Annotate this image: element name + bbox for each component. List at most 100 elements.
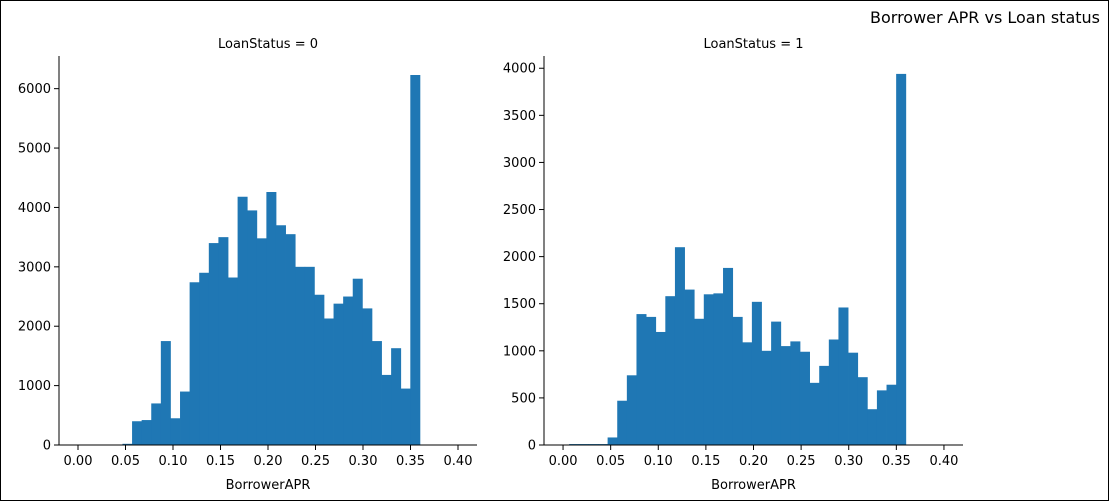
y-tick-label: 2000 [18,320,51,335]
histogram-bar [266,192,277,445]
histogram-bar [838,307,849,445]
histogram-bar [742,342,753,445]
histogram-bar [381,374,392,445]
y-tick-label: 500 [511,391,536,406]
histogram-bar [314,294,325,445]
histogram-bar [723,267,734,445]
panel-0: 0.00 0.05 0.10 0.15 0.20 0.25 0.30 0.35 0.40 0 100… [18,37,477,493]
panel-1: 0.00 0.05 0.10 0.15 0.20 0.25 0.30 0.35 0.40 0 500… [503,37,963,493]
histogram-bar [304,266,315,445]
histogram-bar [780,346,791,445]
histogram-bar [285,234,296,445]
histogram-bar [646,316,657,445]
histogram-bar [410,75,421,445]
y-tick-label: 4000 [18,201,51,216]
histogram-bar [180,391,191,445]
x-tick-label: 0.20 [739,454,768,469]
x-tick-label: 0.40 [929,454,958,469]
x-tick-label: 0.00 [64,454,93,469]
histogram-bar [761,350,772,445]
histogram-bar [896,73,907,446]
histogram-bar [371,341,382,445]
y-tick-label: 1000 [503,344,536,359]
histogram-bar [295,266,306,445]
histogram-bar [799,351,810,445]
histogram-bar [343,296,354,445]
y-tick-label: 6000 [18,82,51,97]
histogram-bar [626,375,637,445]
histogram-bar [848,352,859,445]
y-tick-label: 3500 [503,109,536,124]
panel-title: LoanStatus = 0 [218,37,318,52]
histogram-bar [867,409,878,445]
y-tick-label: 2000 [503,250,536,265]
histogram-bar [151,403,162,445]
histogram-bar [228,277,238,445]
histogram-bar [809,382,820,445]
y-tick-label: 3000 [18,260,51,275]
histogram-bar [674,247,685,445]
histogram-bar [751,301,762,445]
x-tick-label: 0.05 [111,454,140,469]
histogram-bar [684,289,695,445]
histogram-bar [323,318,334,445]
x-tick-label: 0.35 [882,454,911,469]
histogram-bar [189,282,200,445]
x-tick-label: 0.30 [349,454,378,469]
y-tick-label: 0 [528,439,536,454]
y-tick-label: 5000 [18,142,51,157]
x-tick-label: 0.05 [596,454,625,469]
histogram-bar [694,318,705,445]
histogram-bar [732,316,743,445]
histogram-bar [636,314,647,445]
x-tick-label: 0.10 [644,454,673,469]
y-tick-label: 1500 [503,297,536,312]
histogram-bar [199,272,210,445]
panel-title: LoanStatus = 1 [703,37,803,52]
x-tick-label: 0.40 [444,454,473,469]
histogram-bar [703,294,714,445]
figure-suptitle: Borrower APR vs Loan status [870,8,1100,27]
y-tick-label: 3000 [503,156,536,171]
x-tick-label: 0.30 [834,454,863,469]
histogram-bar [237,196,248,445]
histogram-bar [886,384,897,445]
histogram-bar [362,308,373,445]
histogram-bar [333,303,344,445]
histogram-bar [275,225,286,445]
histogram-bar [790,341,801,445]
x-tick-label: 0.10 [159,454,188,469]
histogram-bar [819,365,830,445]
histogram-bar [655,331,666,445]
histogram-bar [771,321,782,445]
histogram-bar [876,390,887,445]
histogram-bar [665,296,676,445]
histogram-bar [617,400,628,445]
y-tick-label: 2500 [503,203,536,218]
histogram-bar [857,377,868,445]
y-tick-label: 0 [43,439,51,454]
histogram-bar [828,339,839,445]
x-axis-label: BorrowerAPR [711,478,796,493]
histogram-bar [391,348,402,445]
x-tick-label: 0.15 [691,454,720,469]
histogram-bar [352,278,363,445]
histogram-bar [400,388,411,445]
histogram-bar [170,418,181,445]
histogram-bar [218,237,229,445]
histogram-bar [713,293,724,445]
histogram-bar [122,443,133,445]
x-axis-label: BorrowerAPR [226,478,311,493]
x-tick-label: 0.15 [206,454,235,469]
x-tick-label: 0.25 [301,454,330,469]
histogram-bar [141,420,152,445]
histogram-bar [607,437,618,445]
y-tick-label: 1000 [18,379,51,394]
x-tick-label: 0.20 [254,454,283,469]
x-tick-label: 0.25 [787,454,816,469]
x-tick-label: 0.35 [396,454,425,469]
histogram-bar [247,210,258,445]
x-tick-label: 0.00 [549,454,578,469]
